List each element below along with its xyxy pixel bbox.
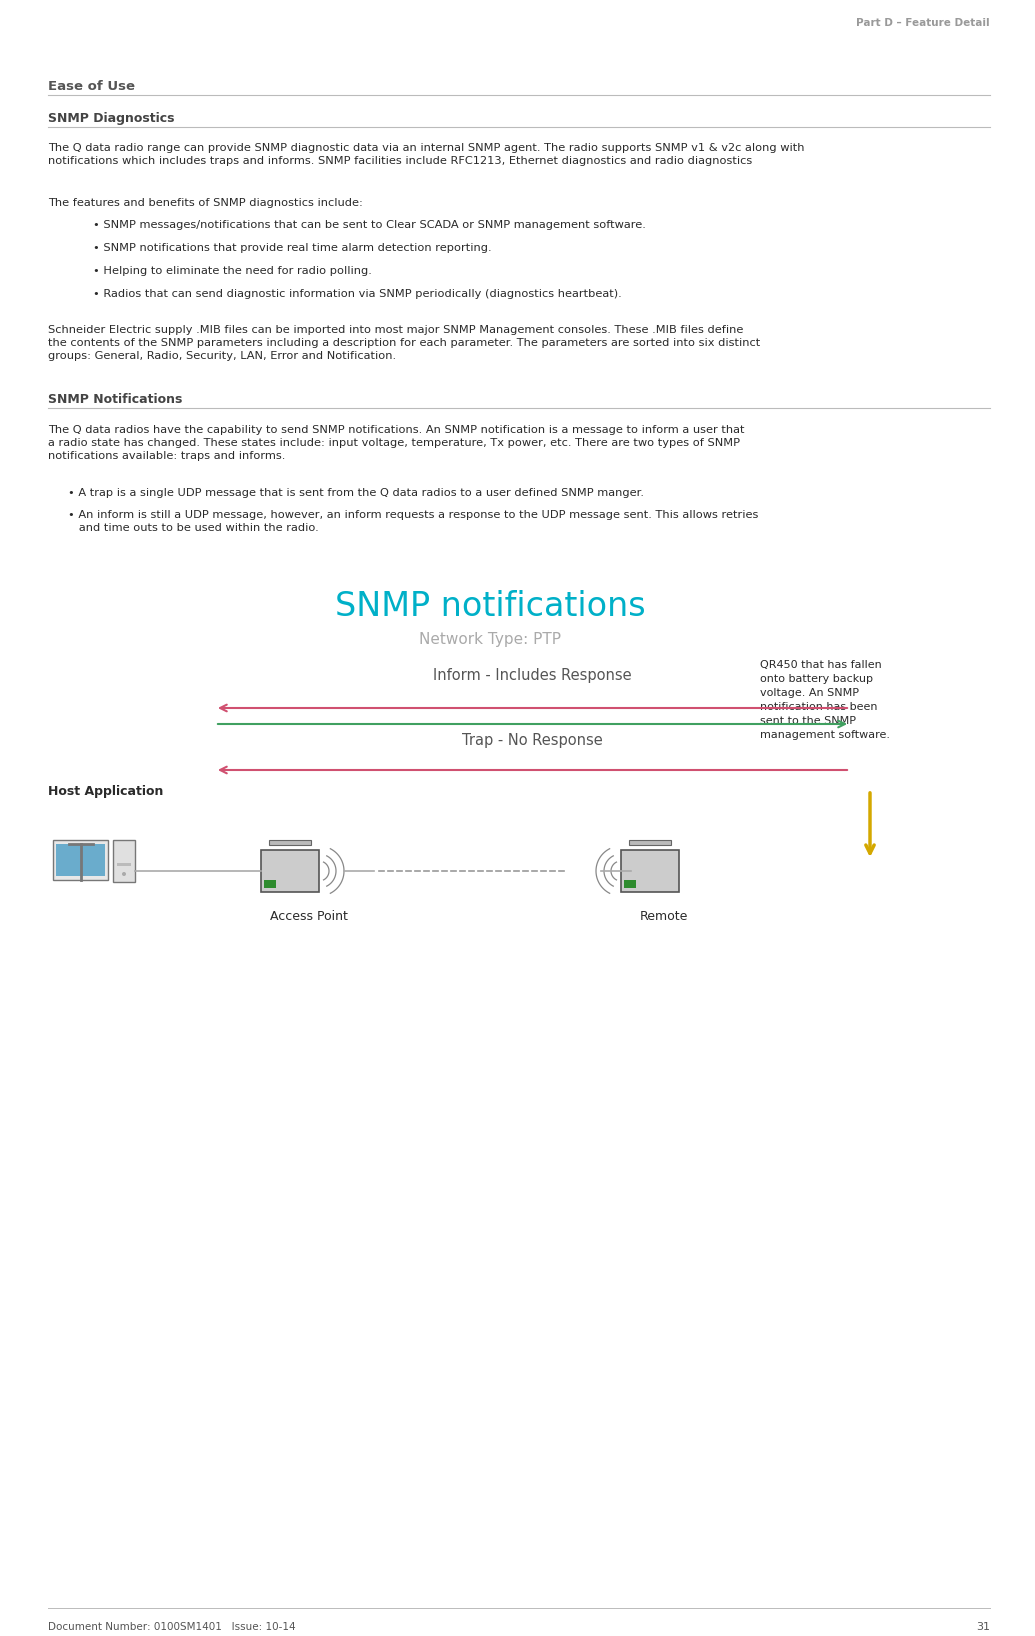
Bar: [117, 864, 131, 865]
Bar: [264, 880, 276, 888]
Text: The features and benefits of SNMP diagnostics include:: The features and benefits of SNMP diagno…: [48, 198, 363, 208]
Text: The Q data radios have the capability to send SNMP notifications. An SNMP notifi: The Q data radios have the capability to…: [48, 425, 744, 461]
Bar: [113, 839, 135, 882]
Text: QR450 that has fallen
onto battery backup
voltage. An SNMP
notification has been: QR450 that has fallen onto battery backu…: [760, 659, 890, 739]
Bar: [261, 851, 319, 892]
Bar: [53, 839, 108, 880]
Text: Document Number: 0100SM1401   Issue: 10-14: Document Number: 0100SM1401 Issue: 10-14: [48, 1621, 296, 1633]
Text: • SNMP messages/notifications that can be sent to Clear SCADA or SNMP management: • SNMP messages/notifications that can b…: [93, 219, 646, 231]
Text: Part D – Feature Detail: Part D – Feature Detail: [856, 18, 990, 28]
Text: SNMP Diagnostics: SNMP Diagnostics: [48, 111, 175, 124]
Bar: [629, 839, 671, 846]
Text: 31: 31: [976, 1621, 990, 1633]
Text: Host Application: Host Application: [48, 785, 164, 798]
Text: Ease of Use: Ease of Use: [48, 80, 135, 93]
Text: Access Point: Access Point: [270, 910, 348, 923]
Bar: [621, 851, 679, 892]
Text: The Q data radio range can provide SNMP diagnostic data via an internal SNMP age: The Q data radio range can provide SNMP …: [48, 142, 804, 167]
Text: Schneider Electric supply .MIB files can be imported into most major SNMP Manage: Schneider Electric supply .MIB files can…: [48, 326, 761, 362]
Circle shape: [122, 872, 126, 875]
Text: Inform - Includes Response: Inform - Includes Response: [434, 667, 631, 682]
Text: • Radios that can send diagnostic information via SNMP periodically (diagnostics: • Radios that can send diagnostic inform…: [93, 290, 622, 299]
Text: Remote: Remote: [640, 910, 688, 923]
Text: SNMP notifications: SNMP notifications: [334, 591, 645, 623]
Text: • Helping to eliminate the need for radio polling.: • Helping to eliminate the need for radi…: [93, 267, 372, 276]
Text: SNMP Notifications: SNMP Notifications: [48, 393, 182, 406]
Bar: [269, 839, 310, 846]
Text: • An inform is still a UDP message, however, an inform requests a response to th: • An inform is still a UDP message, howe…: [68, 510, 759, 533]
Bar: [56, 844, 105, 875]
Text: • A trap is a single UDP message that is sent from the Q data radios to a user d: • A trap is a single UDP message that is…: [68, 488, 644, 497]
Text: • SNMP notifications that provide real time alarm detection reporting.: • SNMP notifications that provide real t…: [93, 244, 492, 254]
Bar: [624, 880, 635, 888]
Text: Network Type: PTP: Network Type: PTP: [419, 631, 561, 646]
Text: Trap - No Response: Trap - No Response: [462, 733, 602, 748]
